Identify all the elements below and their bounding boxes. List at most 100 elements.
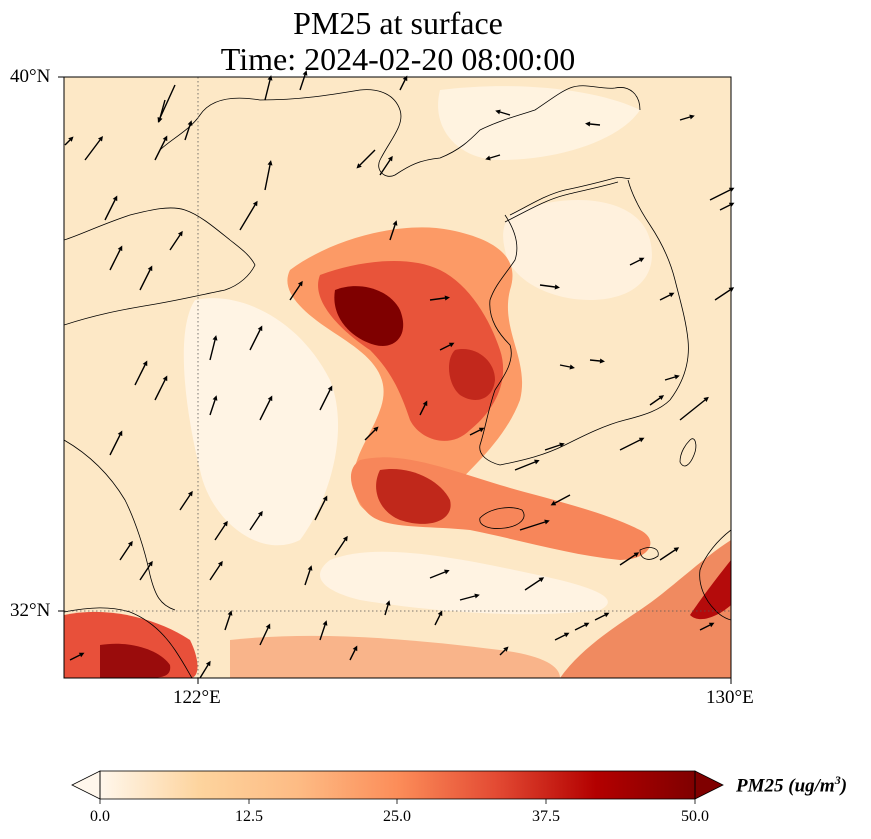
wind-arrow [429, 295, 450, 301]
wind-arrow [495, 109, 511, 116]
wind-arrow [209, 395, 218, 416]
colorbar-tick-label: 25.0 [383, 808, 411, 825]
wind-arrow [659, 292, 675, 301]
coastline-tsushima [679, 438, 697, 467]
coastline-korea-east [627, 179, 689, 401]
wind-arrow [319, 385, 333, 411]
wind-arrow [544, 442, 565, 451]
wind-arrow [389, 220, 398, 241]
colorbar-tick-label: 0.0 [90, 808, 110, 825]
wind-arrow [419, 400, 428, 416]
colorbar [71, 770, 724, 804]
wind-arrow [134, 360, 148, 386]
wind-arrow [264, 160, 273, 191]
wind-arrow [499, 646, 509, 656]
pm25-peak [334, 286, 404, 346]
coastline-korea-west [479, 214, 518, 466]
wind-arrow [514, 459, 540, 471]
coastline-dmz [504, 181, 619, 223]
wind-arrow [209, 335, 218, 361]
wind-arrow [319, 620, 328, 641]
colorbar-label: PM25 (ug/m3) [736, 773, 848, 797]
wind-arrow [69, 652, 85, 661]
coastline-kyushu [699, 529, 731, 621]
colorbar-outline [99, 770, 696, 800]
colorbar-tick-label: 12.5 [235, 808, 263, 825]
wind-arrow [434, 610, 443, 626]
pm25-low-zone [320, 551, 608, 615]
coastline-dmz [509, 177, 631, 216]
coastline-yangtze [64, 607, 193, 678]
wind-arrow [139, 265, 153, 291]
coastline-jiangsu [64, 439, 176, 611]
wind-arrow [485, 154, 501, 161]
map-title: PM25 at surface [293, 5, 503, 41]
pm25-low-zone [503, 200, 652, 300]
axis-ticks [58, 76, 732, 684]
wind-arrow [157, 84, 176, 123]
wind-arrow [289, 280, 303, 301]
wind-arrow [574, 622, 590, 631]
colorbar-extend-high [694, 770, 724, 800]
pm25-corner [560, 540, 731, 678]
colorbar-bar [100, 771, 695, 799]
wind-arrow [589, 358, 605, 364]
wind-arrow [585, 121, 601, 127]
colorbar-extend-low [71, 770, 101, 800]
wind-arrow [356, 149, 376, 169]
wind-arrow [619, 437, 645, 451]
wind-arrow [519, 519, 550, 531]
wind-arrow [179, 490, 193, 511]
wind-arrow [119, 540, 133, 561]
lon-tick-label: 122°E [173, 687, 221, 708]
wind-arrow [384, 600, 391, 616]
wind-arrow [364, 426, 379, 441]
wind-vectors [64, 70, 735, 679]
wind-arrow [679, 396, 709, 421]
wind-arrow [109, 245, 123, 271]
wind-arrow [209, 560, 223, 581]
wind-arrow [649, 395, 665, 406]
wind-arrow [349, 645, 358, 661]
wind-arrow [719, 202, 735, 211]
wind-arrow [699, 622, 715, 631]
wind-arrow [304, 565, 313, 586]
gridlines [64, 77, 731, 678]
wind-arrow [224, 610, 233, 631]
wind-arrow [629, 257, 645, 266]
wind-arrow [554, 632, 570, 641]
wind-arrow [64, 136, 74, 146]
wind-arrow [259, 623, 271, 646]
wind-arrow [550, 494, 571, 506]
wind-arrow [249, 510, 263, 531]
wind-arrow [249, 325, 263, 351]
coastline-jeju [479, 507, 525, 529]
coastline-liaodong [159, 85, 641, 177]
wind-arrow [314, 495, 328, 521]
wind-arrow [524, 577, 545, 591]
pm25-corner [100, 643, 171, 678]
map-subtitle-time: Time: 2024-02-20 08:00:00 [220, 41, 576, 77]
map-frame [63, 76, 732, 679]
colorbar-tick-label: 37.5 [532, 808, 560, 825]
wind-arrow [154, 375, 168, 401]
wind-arrow [619, 552, 640, 566]
wind-arrow [594, 612, 610, 621]
pm25-band [230, 635, 560, 678]
pm25-peak [448, 349, 495, 400]
wind-arrow [109, 430, 123, 456]
pm25-low-zone [183, 298, 339, 546]
wind-arrow [379, 155, 393, 176]
lat-tick-label: 32°N [10, 600, 51, 621]
wind-arrow [199, 660, 211, 679]
wind-arrow [139, 560, 153, 581]
coastline-korea-south [499, 399, 671, 466]
wind-arrow [239, 200, 258, 231]
wind-arrow [469, 427, 485, 436]
colorbar-tick-label: 50.0 [681, 808, 709, 825]
wind-arrow [169, 230, 183, 251]
wind-arrow [334, 535, 348, 556]
wind-arrow [184, 120, 193, 141]
pm25-low-zone [438, 86, 640, 160]
